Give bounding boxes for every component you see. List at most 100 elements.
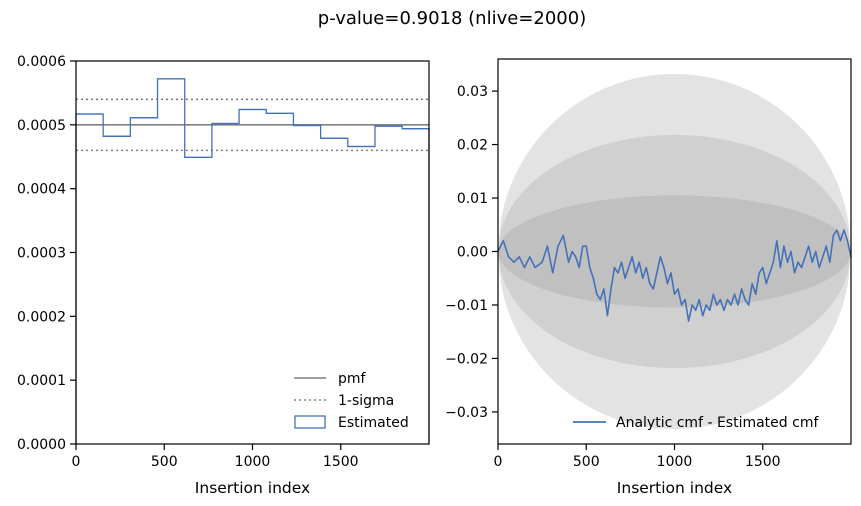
cmf-difference-point bbox=[716, 304, 718, 306]
cmf-difference-point bbox=[656, 272, 658, 274]
cmf-difference-point bbox=[762, 266, 764, 269]
cmf-difference-point bbox=[822, 256, 824, 258]
cmf-difference-point bbox=[562, 234, 564, 237]
cmf-difference-point bbox=[804, 256, 806, 258]
cmf-difference-point bbox=[541, 261, 543, 263]
cmf-difference-point bbox=[680, 304, 683, 306]
cmf-difference-point bbox=[843, 229, 845, 231]
r-y-tick-label: −0.01 bbox=[445, 298, 488, 314]
figure-suptitle: p-value=0.9018 (nlive=2000) bbox=[318, 8, 586, 29]
cmf-difference-point bbox=[578, 266, 580, 269]
cmf-difference-point bbox=[740, 288, 743, 290]
cmf-difference-point bbox=[723, 309, 725, 311]
legend-1-sigma-label: 1-sigma bbox=[338, 393, 394, 409]
cmf-difference-point bbox=[808, 245, 810, 247]
cmf-difference-point bbox=[631, 256, 633, 258]
left-axes-frame bbox=[75, 60, 430, 445]
cmf-difference-point bbox=[613, 266, 616, 269]
right-chart: 0 500 1000 1500 −0.03 −0.02 −0.01 0.00 0.01 0.02… bbox=[445, 58, 852, 497]
r-x-tick-label: 500 bbox=[573, 454, 600, 470]
cmf-difference-point bbox=[670, 272, 672, 274]
left-chart: 0 500 1000 1500 0.00000.00010.00020.00030.0… bbox=[17, 54, 430, 497]
cmf-difference-point bbox=[624, 277, 626, 279]
cmf-difference-point bbox=[642, 277, 644, 279]
r-y-tick-label: −0.03 bbox=[445, 405, 488, 421]
cmf-difference-point bbox=[800, 266, 803, 269]
cmf-difference-point bbox=[684, 299, 686, 301]
cmf-difference-point bbox=[507, 256, 510, 258]
left-y-ticks: 0.0000 0.0001 0.0002 0.0003 0.0004 0.0005 0.00… bbox=[17, 54, 76, 453]
cmf-difference-point bbox=[786, 261, 789, 263]
cmf-difference-point bbox=[529, 256, 531, 258]
cmf-difference-point bbox=[709, 309, 711, 311]
l-y-tick-label: 0.0003 bbox=[17, 246, 66, 262]
cmf-difference-point bbox=[815, 250, 817, 253]
cmf-difference-point bbox=[733, 293, 736, 295]
right-plot-area bbox=[497, 73, 852, 430]
cmf-difference-point bbox=[705, 304, 707, 306]
cmf-difference-point bbox=[568, 261, 570, 263]
r-y-tick-label: −0.02 bbox=[445, 351, 488, 367]
cmf-difference-point bbox=[702, 315, 704, 317]
cmf-difference-point bbox=[546, 245, 549, 247]
cmf-difference-point bbox=[772, 261, 774, 263]
cmf-difference-point bbox=[839, 240, 842, 242]
cmf-difference-point bbox=[617, 272, 619, 274]
legend-pmf-label: pmf bbox=[338, 371, 367, 387]
cmf-difference-point bbox=[502, 240, 504, 242]
cmf-difference-point bbox=[677, 288, 679, 290]
cmf-difference-point bbox=[790, 250, 792, 253]
cmf-difference-line bbox=[497, 229, 852, 322]
cmf-difference-point bbox=[758, 272, 760, 274]
cmf-difference-point bbox=[599, 299, 601, 301]
cmf-difference-point bbox=[737, 304, 739, 306]
cmf-difference-point bbox=[638, 261, 640, 263]
r-y-tick-label: 0.01 bbox=[457, 191, 488, 207]
legend-estimated-label: Estimated bbox=[338, 415, 409, 431]
r-y-tick-label: 0.02 bbox=[457, 138, 488, 154]
cmf-difference-point bbox=[744, 299, 746, 301]
cmf-difference-point bbox=[663, 266, 665, 269]
cmf-difference-point bbox=[829, 261, 831, 263]
r-y-tick-label: 0.00 bbox=[457, 245, 488, 261]
cmf-difference-point bbox=[688, 320, 690, 322]
left-legend: pmf 1-sigma Estimated bbox=[294, 371, 409, 431]
cmf-difference-point bbox=[797, 261, 799, 263]
r-x-tick-label: 0 bbox=[494, 454, 503, 470]
cmf-difference-point bbox=[620, 261, 623, 263]
cmf-difference-point bbox=[751, 282, 753, 285]
cmf-difference-point bbox=[712, 293, 714, 295]
cmf-difference-point bbox=[589, 266, 591, 269]
cmf-difference-point bbox=[659, 256, 661, 258]
cmf-difference-point bbox=[575, 256, 577, 258]
left-x-ticks: 0 500 1000 1500 bbox=[72, 444, 359, 470]
cmf-difference-point bbox=[748, 304, 750, 306]
cmf-difference-point bbox=[513, 261, 515, 263]
r-x-tick-label: 1500 bbox=[745, 454, 781, 470]
l-x-tick-label: 500 bbox=[151, 454, 178, 470]
cmf-difference-point bbox=[765, 282, 767, 285]
cmf-difference-point bbox=[726, 299, 729, 301]
cmf-difference-point bbox=[523, 266, 526, 269]
cmf-difference-point bbox=[534, 266, 536, 269]
cmf-difference-point bbox=[811, 261, 813, 263]
l-x-tick-label: 0 bbox=[72, 454, 81, 470]
cmf-difference-point bbox=[582, 245, 584, 247]
cmf-difference-point bbox=[776, 240, 778, 242]
right-x-axis-label: Insertion index bbox=[617, 479, 732, 497]
l-y-tick-label: 0.0002 bbox=[17, 309, 66, 325]
cmf-difference-point bbox=[603, 288, 605, 290]
cmf-difference-point bbox=[610, 288, 612, 290]
cmf-difference-point bbox=[730, 304, 732, 306]
legend-estimated-swatch bbox=[294, 415, 326, 429]
cmf-difference-point bbox=[779, 266, 782, 269]
r-y-tick-label: 0.03 bbox=[457, 84, 488, 100]
cmf-difference-point bbox=[836, 229, 838, 231]
cmf-difference-point bbox=[557, 245, 559, 247]
cmf-difference-point bbox=[691, 304, 693, 306]
cmf-difference-point bbox=[552, 272, 554, 274]
cmf-difference-point bbox=[628, 266, 630, 269]
cmf-difference-point bbox=[769, 272, 771, 274]
cmf-difference-point bbox=[673, 293, 676, 295]
